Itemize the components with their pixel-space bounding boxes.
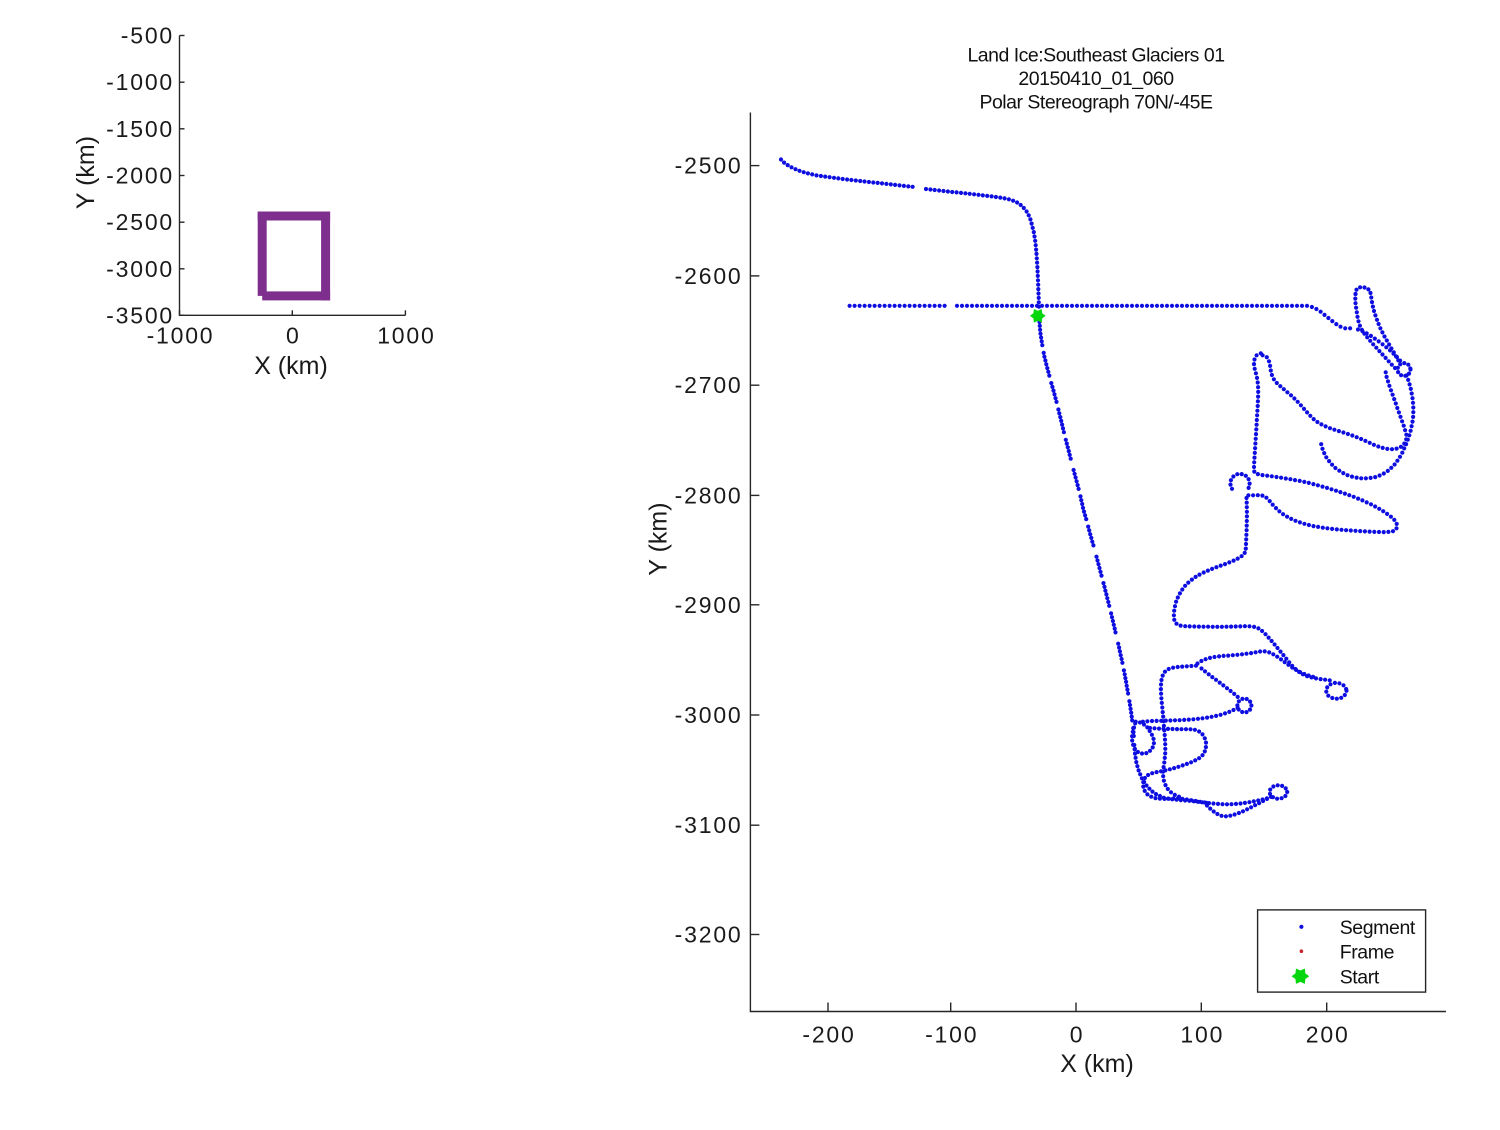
svg-text:-2900: -2900 [675,592,743,618]
svg-text:100: 100 [1180,1022,1224,1048]
svg-text:-1000: -1000 [106,69,174,95]
svg-text:-3200: -3200 [675,922,743,948]
svg-text:Y (km): Y (km) [72,136,100,209]
svg-text:-3100: -3100 [675,812,743,838]
svg-text:Land Ice:Southeast Glaciers 01: Land Ice:Southeast Glaciers 01 [967,45,1224,67]
svg-text:-200: -200 [802,1022,855,1048]
svg-text:-100: -100 [925,1022,978,1048]
svg-text:-3000: -3000 [675,702,743,728]
svg-text:0: 0 [286,323,301,349]
svg-text:-2800: -2800 [675,482,743,508]
svg-text:-500: -500 [121,23,174,49]
svg-text:-1500: -1500 [106,116,174,142]
svg-text:-2600: -2600 [675,263,743,289]
svg-text:-3500: -3500 [106,302,174,328]
svg-text:-2500: -2500 [106,209,174,235]
svg-text:Y (km): Y (km) [645,502,673,575]
svg-text:-2700: -2700 [675,372,743,398]
svg-text:X (km): X (km) [254,352,328,380]
svg-text:-3000: -3000 [106,256,174,282]
svg-text:Polar Stereograph 70N/-45E: Polar Stereograph 70N/-45E [979,92,1213,114]
svg-text:Segment: Segment [1340,917,1416,939]
svg-text:200: 200 [1306,1022,1350,1048]
svg-text:-2000: -2000 [106,163,174,189]
svg-text:0: 0 [1070,1022,1085,1048]
svg-text:-2500: -2500 [675,153,743,179]
svg-text:Start: Start [1340,967,1380,989]
svg-text:-1000: -1000 [147,323,215,349]
svg-text:X (km): X (km) [1060,1050,1134,1078]
svg-text:1000: 1000 [377,323,435,349]
svg-text:20150410_01_060: 20150410_01_060 [1018,68,1174,90]
svg-text:Frame: Frame [1340,941,1394,963]
